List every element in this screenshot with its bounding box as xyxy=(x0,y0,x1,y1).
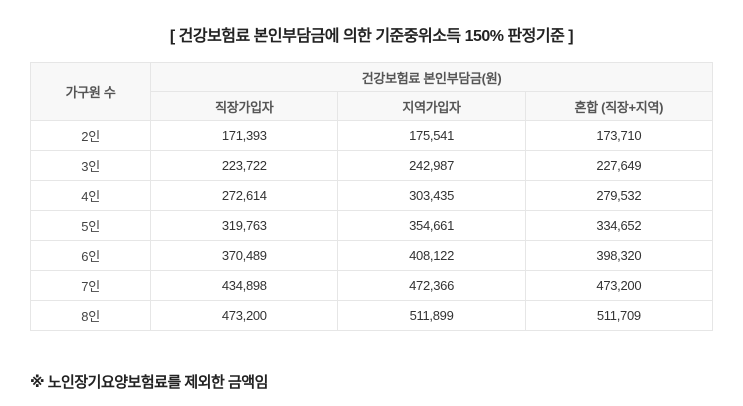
premium-value-cell: 171,393 xyxy=(150,120,339,151)
premium-value-cell: 511,709 xyxy=(524,300,714,331)
header-mixed: 혼합 (직장+지역) xyxy=(524,91,714,121)
table-row: 6인 370,489 408,122 398,320 xyxy=(29,240,714,271)
premium-value-cell: 272,614 xyxy=(150,180,339,211)
premium-value-cell: 370,489 xyxy=(150,240,339,271)
premium-value-cell: 472,366 xyxy=(337,270,526,301)
premium-value-cell: 511,899 xyxy=(337,300,526,331)
table-body: 2인 171,393 175,541 173,710 3인 223,722 242,987 2… xyxy=(29,120,714,331)
header-group: 건강보험료 본인부담금(원) xyxy=(150,62,713,92)
premium-table: 가구원 수 건강보험료 본인부담금(원) 직장가입자 지역가입자 혼합 (직장+… xyxy=(29,62,714,331)
household-count-cell: 8인 xyxy=(29,300,152,331)
premium-value-cell: 473,200 xyxy=(150,300,339,331)
premium-value-cell: 242,987 xyxy=(337,150,526,181)
household-count-cell: 7인 xyxy=(29,270,152,301)
premium-value-cell: 173,710 xyxy=(524,120,714,151)
premium-value-cell: 334,652 xyxy=(524,210,714,241)
premium-value-cell: 354,661 xyxy=(337,210,526,241)
table-row: 5인 319,763 354,661 334,652 xyxy=(29,210,714,241)
household-count-cell: 2인 xyxy=(29,120,152,151)
footnote: ※ 노인장기요양보험료를 제외한 금액임 xyxy=(30,374,268,391)
premium-value-cell: 279,532 xyxy=(524,180,714,211)
premium-value-cell: 319,763 xyxy=(150,210,339,241)
table-row: 8인 473,200 511,899 511,709 xyxy=(29,300,714,331)
header-regional: 지역가입자 xyxy=(337,91,526,121)
household-count-cell: 5인 xyxy=(29,210,152,241)
table-row: 3인 223,722 242,987 227,649 xyxy=(29,150,714,181)
premium-value-cell: 434,898 xyxy=(150,270,339,301)
premium-value-cell: 408,122 xyxy=(337,240,526,271)
premium-value-cell: 223,722 xyxy=(150,150,339,181)
premium-value-cell: 227,649 xyxy=(524,150,714,181)
table-row: 2인 171,393 175,541 173,710 xyxy=(29,120,714,151)
header-household: 가구원 수 xyxy=(29,62,152,121)
premium-value-cell: 398,320 xyxy=(524,240,714,271)
premium-value-cell: 473,200 xyxy=(524,270,714,301)
page-title: [ 건강보험료 본인부담금에 의한 기준중위소득 150% 판정기준 ] xyxy=(169,28,574,45)
premium-value-cell: 175,541 xyxy=(337,120,526,151)
premium-value-cell: 303,435 xyxy=(337,180,526,211)
table-header: 가구원 수 건강보험료 본인부담금(원) 직장가입자 지역가입자 혼합 (직장+… xyxy=(29,62,714,121)
household-count-cell: 3인 xyxy=(29,150,152,181)
header-workplace: 직장가입자 xyxy=(150,91,339,121)
table-row: 7인 434,898 472,366 473,200 xyxy=(29,270,714,301)
household-count-cell: 4인 xyxy=(29,180,152,211)
household-count-cell: 6인 xyxy=(29,240,152,271)
table-row: 4인 272,614 303,435 279,532 xyxy=(29,180,714,211)
